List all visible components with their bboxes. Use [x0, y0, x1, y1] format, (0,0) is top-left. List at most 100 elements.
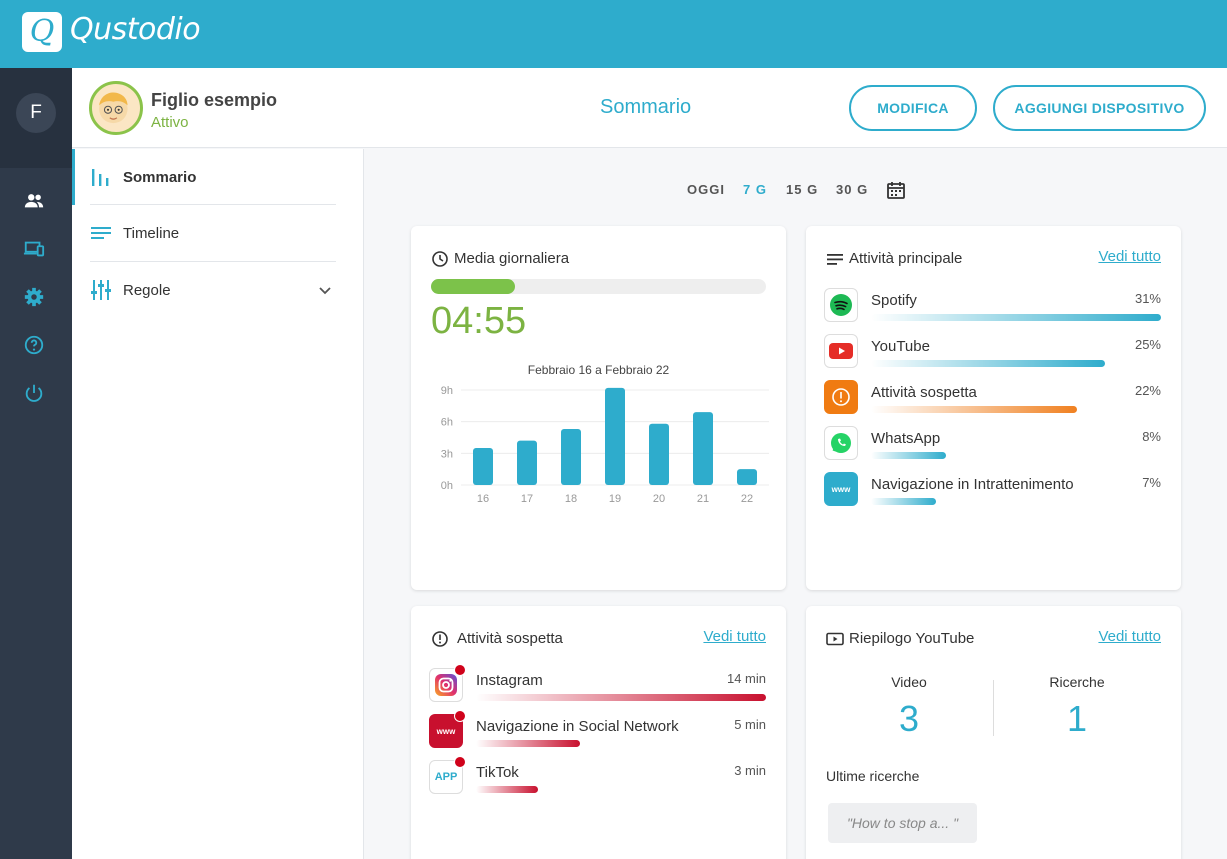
chart-bar-16[interactable]	[473, 448, 493, 485]
account-avatar[interactable]: F	[16, 93, 56, 133]
edit-button[interactable]: MODIFICA	[849, 85, 977, 131]
last-search-chip[interactable]: "How to stop a... "	[828, 803, 977, 843]
app-name[interactable]: Qustodio	[70, 12, 201, 47]
card-title: Attività sospetta	[457, 630, 563, 647]
activity-percent: 31%	[1134, 291, 1161, 306]
chart-range-label: Febbraio 16 a Febbraio 22	[527, 363, 670, 377]
suspicious-time: 14 min	[726, 671, 766, 686]
see-all-link[interactable]: Vedi tutto	[1098, 248, 1161, 265]
suspicious-row-instagram[interactable]: Instagram 14 min	[429, 664, 766, 708]
activity-row-entertainment[interactable]: www Navigazione in Intrattenimento 7%	[824, 472, 1161, 512]
section-nav: Sommario Timeline Regole	[72, 149, 364, 859]
timeline-lines-icon	[91, 227, 111, 239]
rail-header: F	[0, 68, 72, 168]
see-all-link[interactable]: Vedi tutto	[1098, 628, 1161, 645]
child-status: Attivo	[151, 114, 189, 131]
youtube-icon	[824, 334, 858, 368]
activity-bar	[871, 452, 946, 459]
alert-icon	[824, 380, 858, 414]
daily-average-card: Media giornaliera 04:55 Febbraio 16 a Fe…	[411, 226, 786, 590]
chart-x-tick: 18	[565, 493, 577, 505]
chart-x-tick: 21	[697, 493, 709, 505]
period-30d[interactable]: 30 G	[836, 182, 869, 197]
period-7d[interactable]: 7 G	[743, 182, 767, 197]
activity-bar	[871, 314, 1161, 321]
suspicious-row-social[interactable]: www Navigazione in Social Network 5 min	[429, 710, 766, 754]
stats-divider	[993, 680, 994, 736]
activity-percent: 25%	[1134, 337, 1161, 352]
search-count-value: 1	[1066, 698, 1088, 739]
lock-icon	[454, 710, 466, 722]
card-title: Attività principale	[849, 250, 963, 267]
nav-item-timeline[interactable]: Timeline	[72, 205, 364, 261]
www-icon: www	[429, 710, 466, 748]
instagram-icon	[429, 664, 466, 702]
chart-y-tick: 9h	[441, 385, 453, 397]
settings-gear-icon[interactable]	[22, 285, 46, 309]
activity-bar	[871, 498, 937, 505]
activity-percent: 22%	[1134, 383, 1161, 398]
see-all-link[interactable]: Vedi tutto	[703, 628, 766, 645]
power-icon[interactable]	[22, 381, 46, 405]
suspicious-name: TikTok	[476, 764, 519, 781]
users-icon[interactable]	[22, 189, 46, 213]
suspicious-bar	[476, 786, 539, 793]
suspicious-activity-card: Attività sospetta Vedi tutto Instagram 1…	[411, 606, 786, 859]
nav-item-label: Regole	[123, 281, 171, 299]
last-searches-label: Ultime ricerche	[826, 768, 920, 784]
chart-y-tick: 3h	[441, 448, 453, 460]
video-play-icon	[826, 632, 844, 646]
child-avatar[interactable]	[89, 81, 143, 135]
activity-bar	[871, 360, 1105, 367]
devices-icon[interactable]	[22, 237, 46, 261]
daily-average-progress	[431, 279, 766, 294]
clock-icon	[432, 251, 448, 267]
daily-average-progress-fill	[431, 279, 515, 294]
chart-x-tick: 16	[477, 493, 489, 505]
youtube-summary-card: Riepilogo YouTube Vedi tutto Video 3 Ric…	[806, 606, 1181, 859]
period-15d[interactable]: 15 G	[786, 182, 819, 197]
chart-y-tick: 6h	[441, 417, 453, 429]
page-title: Sommario	[600, 96, 692, 118]
activity-name: Attività sospetta	[871, 384, 977, 401]
activity-name: WhatsApp	[871, 430, 941, 447]
daily-average-value: 04:55	[431, 300, 527, 342]
list-lines-icon	[827, 254, 843, 265]
nav-item-label: Timeline	[123, 224, 180, 242]
suspicious-row-tiktok[interactable]: APP TikTok 3 min	[429, 756, 766, 800]
qustodio-logo-icon[interactable]: Q	[22, 12, 62, 52]
chevron-down-icon[interactable]	[318, 283, 332, 297]
activity-row-spotify[interactable]: Spotify 31%	[824, 288, 1161, 328]
chart-bar-17[interactable]	[517, 440, 537, 485]
left-rail: F	[0, 68, 72, 859]
activity-name: YouTube	[871, 338, 930, 355]
period-today[interactable]: OGGI	[687, 182, 725, 197]
activity-row-suspicious[interactable]: Attività sospetta 22%	[824, 380, 1161, 420]
activity-row-youtube[interactable]: YouTube 25%	[824, 334, 1161, 374]
activity-row-whatsapp[interactable]: WhatsApp 8%	[824, 426, 1161, 466]
nav-item-summary[interactable]: Sommario	[72, 149, 364, 205]
rules-sliders-icon	[91, 280, 111, 300]
www-icon: www	[824, 472, 858, 506]
chart-x-tick: 19	[609, 493, 621, 505]
lock-icon	[454, 756, 466, 768]
video-count-value: 3	[898, 698, 920, 739]
chart-x-tick: 22	[741, 493, 753, 505]
chart-bar-21[interactable]	[693, 412, 713, 485]
search-count-label: Ricerche	[1049, 674, 1105, 690]
chart-bar-22[interactable]	[737, 469, 757, 485]
chart-bar-18[interactable]	[561, 429, 581, 485]
activity-name: Navigazione in Intrattenimento	[871, 476, 1074, 493]
calendar-icon[interactable]	[886, 180, 906, 200]
chart-bar-19[interactable]	[605, 387, 625, 485]
chart-bar-20[interactable]	[649, 423, 669, 485]
activity-percent: 8%	[1142, 429, 1161, 444]
lock-icon	[454, 664, 466, 676]
suspicious-bar	[476, 740, 580, 747]
usage-bar-chart: 0h 3h 6h 9h 16 17 18 19 20 21 22	[441, 385, 769, 505]
nav-item-rules[interactable]: Regole	[72, 262, 364, 318]
help-icon[interactable]	[22, 333, 46, 357]
activity-name: Spotify	[871, 292, 917, 309]
add-device-button[interactable]: AGGIUNGI DISPOSITIVO	[993, 85, 1206, 131]
chart-x-tick: 20	[653, 493, 665, 505]
